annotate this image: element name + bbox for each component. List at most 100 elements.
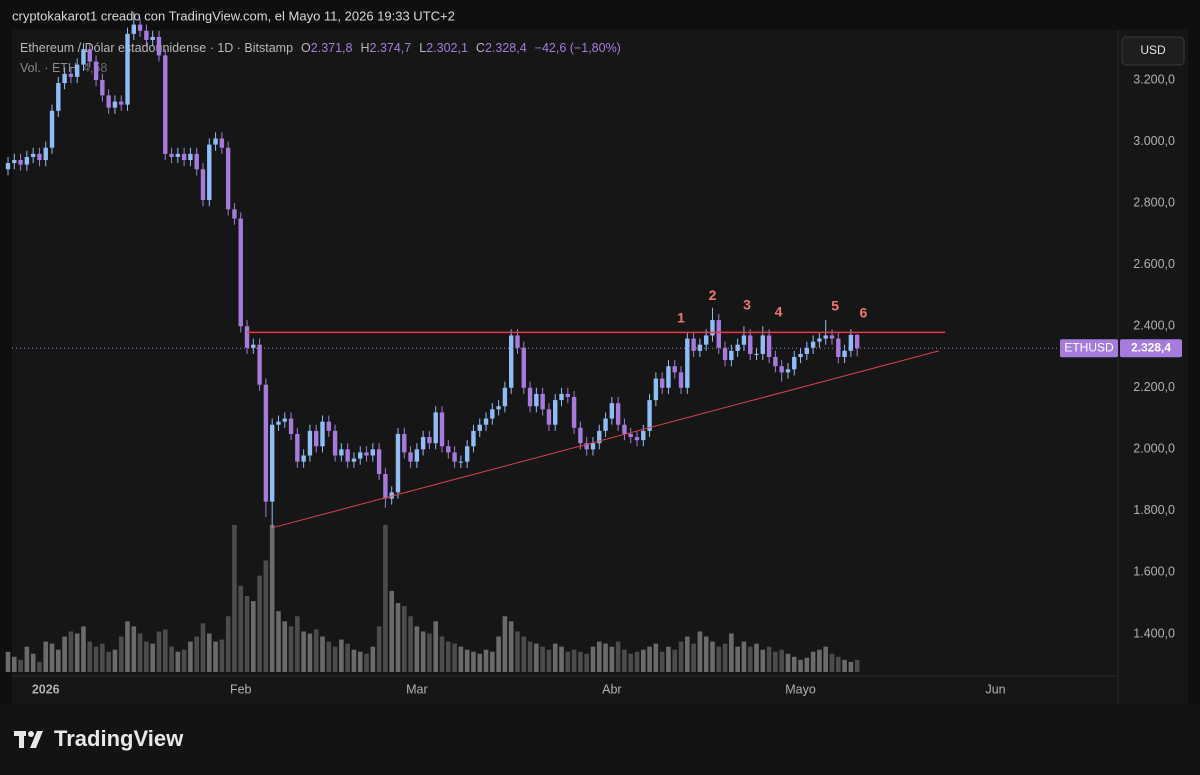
volume-bar xyxy=(320,636,325,672)
candle-body xyxy=(307,430,313,456)
volume-bar xyxy=(43,641,49,672)
volume-bar xyxy=(446,641,451,672)
volume-bar xyxy=(194,636,199,672)
volume-bar xyxy=(175,651,181,672)
trend-line xyxy=(272,350,940,529)
volume-bar xyxy=(18,659,23,672)
volume-bar xyxy=(395,603,401,672)
volume-bar xyxy=(716,646,722,672)
volume-bar xyxy=(823,646,828,672)
candle-body xyxy=(74,64,80,77)
candle-body xyxy=(263,384,269,502)
volume-bar xyxy=(779,649,784,672)
volume-bar xyxy=(735,646,740,672)
y-tick-label: 1.400,0 xyxy=(1133,626,1175,640)
volume-bar xyxy=(571,649,577,672)
volume-bar xyxy=(269,525,275,672)
candle-body xyxy=(716,320,721,348)
volume-bar xyxy=(181,649,187,672)
candle-body xyxy=(49,110,55,148)
candle-body xyxy=(565,393,571,398)
candle-body xyxy=(697,344,703,351)
y-tick-label: 2.000,0 xyxy=(1133,442,1175,456)
candle-body xyxy=(339,449,344,456)
volume-bar xyxy=(225,616,231,672)
candle-body xyxy=(703,335,709,345)
volume-bar xyxy=(760,649,766,672)
candle-body xyxy=(748,335,753,354)
annotation: 3 xyxy=(743,297,751,313)
legend-key: H xyxy=(361,41,370,55)
candle-body xyxy=(326,421,331,431)
legend-value: 2.328,4 xyxy=(485,41,527,55)
volume-bar xyxy=(106,651,111,672)
candle-body xyxy=(301,455,306,462)
candle-body xyxy=(181,153,187,161)
volume-bar xyxy=(439,636,445,672)
candle-body xyxy=(112,101,118,108)
volume-bar xyxy=(527,641,533,672)
annotation: 4 xyxy=(775,304,783,320)
volume-bar xyxy=(559,646,564,672)
x-tick-label: 2026 xyxy=(32,682,60,696)
candle-body xyxy=(37,153,42,161)
candle-body xyxy=(710,320,715,336)
price-tag-name: ETHUSD xyxy=(1064,340,1114,354)
candle-body xyxy=(741,335,747,345)
candle-body xyxy=(571,397,577,428)
candle-body xyxy=(389,492,394,499)
candle-body xyxy=(351,458,357,462)
volume-bar xyxy=(773,651,778,672)
currency[interactable]: USD xyxy=(1140,43,1166,57)
volume-bar xyxy=(332,646,338,672)
volume-bar xyxy=(414,626,420,672)
volume-bar xyxy=(112,649,118,672)
chart-area xyxy=(12,30,1188,704)
candle-body xyxy=(502,387,508,407)
candle-body xyxy=(452,452,457,462)
candle-body xyxy=(785,369,791,373)
x-tick-label: Jun xyxy=(985,682,1005,696)
candle-body xyxy=(106,95,111,108)
candle-body xyxy=(829,335,835,339)
volume-bar xyxy=(791,656,797,672)
volume-bar xyxy=(741,641,747,672)
candle-body xyxy=(257,344,262,385)
x-tick-label: Abr xyxy=(602,682,621,696)
candle-body xyxy=(402,433,407,453)
volume-bar xyxy=(288,626,294,672)
candle-body xyxy=(81,49,86,65)
volume-bar xyxy=(691,643,696,672)
volume-bar xyxy=(483,649,489,672)
volume-bar xyxy=(150,643,155,672)
currency-button[interactable] xyxy=(1121,36,1185,66)
volume-bar xyxy=(118,636,124,672)
candle-body xyxy=(509,335,514,388)
candle-body xyxy=(766,335,772,357)
candle-body xyxy=(817,338,822,342)
candle-body xyxy=(295,433,300,462)
candle-body xyxy=(760,335,765,354)
candle-body xyxy=(200,169,206,201)
candle-body xyxy=(515,335,520,348)
candle-body xyxy=(678,372,684,388)
candle-body xyxy=(722,347,728,361)
candle-body xyxy=(12,160,17,164)
price-tag-value: 2.328,4 xyxy=(1131,340,1171,354)
volume-bar xyxy=(722,643,728,672)
volume-bar xyxy=(345,643,350,672)
legend-key: C xyxy=(476,41,485,55)
candle-body xyxy=(427,437,432,444)
volume-bar xyxy=(276,611,281,672)
volume-bar xyxy=(56,649,61,672)
volume-bar xyxy=(144,641,149,672)
candle-body xyxy=(43,147,48,161)
candle-body xyxy=(5,163,11,170)
candle-body xyxy=(364,452,369,456)
candle-body xyxy=(376,449,382,474)
y-tick-label: 1.600,0 xyxy=(1133,565,1175,579)
volume-bar xyxy=(351,649,357,672)
volume-bar xyxy=(100,643,105,672)
volume-bar xyxy=(659,651,665,672)
candle-body xyxy=(836,338,841,357)
